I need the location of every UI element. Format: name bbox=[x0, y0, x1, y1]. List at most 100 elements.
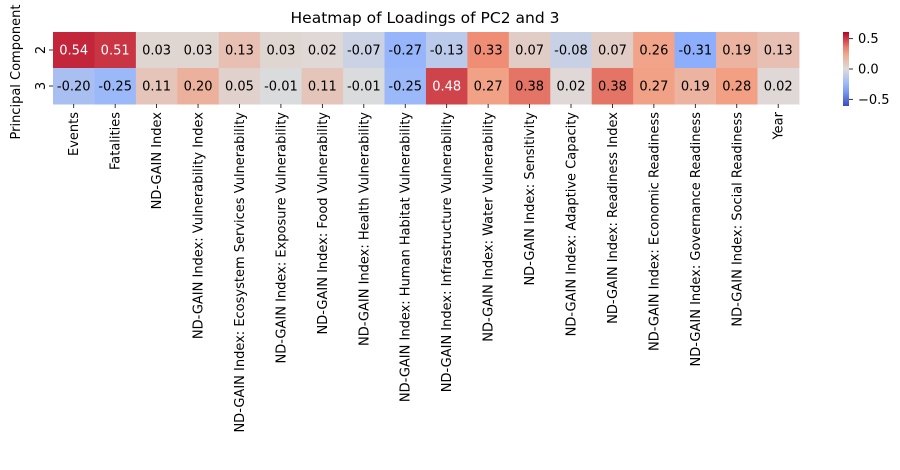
heatmap-cell-labels: 0.54 0.51 0.03 0.03 0.13 0.03 0.02 -0.07 -0.27 -0… bbox=[57, 44, 793, 95]
heatmap-cell bbox=[218, 68, 261, 105]
column-tick-label: ND-GAIN Index: Health Vulnerability bbox=[357, 112, 372, 346]
heatmap-cell bbox=[591, 68, 634, 105]
cell-value-label: 0.48 bbox=[432, 80, 461, 95]
column-tick-label: ND-GAIN Index: Exposure Vulnerability bbox=[274, 112, 289, 364]
heatmap-cell bbox=[135, 32, 178, 69]
cell-value-label: 0.11 bbox=[308, 80, 337, 95]
cell-value-label: 0.02 bbox=[557, 80, 586, 95]
cell-value-label: 0.27 bbox=[639, 80, 668, 95]
cell-value-label: 0.51 bbox=[101, 44, 130, 59]
heatmap-cell bbox=[591, 32, 634, 69]
colorbar bbox=[843, 32, 849, 106]
heatmap-cell bbox=[425, 68, 468, 105]
cell-value-label: -0.13 bbox=[430, 44, 464, 59]
column-tick-label: ND-GAIN Index: Readiness Index bbox=[606, 112, 621, 324]
cell-value-label: 0.28 bbox=[722, 80, 751, 95]
cell-value-label: 0.02 bbox=[764, 80, 793, 95]
cell-value-label: 0.07 bbox=[515, 44, 544, 59]
cell-value-label: 0.38 bbox=[598, 80, 627, 95]
column-tick-label: Fatalities bbox=[109, 112, 124, 170]
row-tick-labels: 23 bbox=[34, 46, 53, 90]
heatmap-cell bbox=[467, 32, 510, 69]
cell-value-label: 0.11 bbox=[142, 80, 171, 95]
cell-value-label: 0.03 bbox=[184, 44, 213, 59]
cell-value-label: 0.07 bbox=[598, 44, 627, 59]
heatmap-cell bbox=[301, 68, 344, 105]
heatmap-cell bbox=[343, 68, 386, 105]
column-tick-label: ND-GAIN Index: Vulnerability Index bbox=[192, 112, 207, 339]
cell-value-label: -0.27 bbox=[388, 44, 422, 59]
column-tick-label: ND-GAIN Index: Sensitivity bbox=[523, 112, 538, 286]
heatmap-cell bbox=[716, 68, 758, 105]
cell-value-label: 0.54 bbox=[59, 44, 88, 59]
heatmap-cell bbox=[674, 32, 717, 69]
heatmap-cell bbox=[218, 32, 261, 69]
cell-value-label: 0.03 bbox=[142, 44, 171, 59]
y-axis-label: Principal Component bbox=[9, 4, 24, 139]
heatmap-cell bbox=[757, 32, 800, 69]
heatmap-cell bbox=[467, 68, 510, 105]
cell-value-label: -0.31 bbox=[678, 44, 712, 59]
heatmap-cell bbox=[425, 32, 468, 69]
colorbar-tick-labels: 0.5 0.0 −0.5 bbox=[849, 32, 890, 108]
column-tick-label: ND-GAIN Index: Water Vulnerability bbox=[482, 112, 497, 342]
row-tick-label: 3 bbox=[34, 82, 49, 90]
column-tick-label: ND-GAIN Index: Ecosystem Services Vulner… bbox=[233, 112, 248, 433]
heatmap-cell bbox=[94, 32, 137, 69]
heatmap-cell bbox=[260, 32, 303, 69]
cell-value-label: 0.13 bbox=[764, 44, 793, 59]
colorbar-tick-label: 0.5 bbox=[858, 32, 879, 47]
cell-value-label: 0.27 bbox=[474, 80, 503, 95]
heatmap-cell bbox=[633, 68, 676, 105]
cell-value-label: -0.20 bbox=[57, 80, 91, 95]
column-tick-label: ND-GAIN Index: Food Vulnerability bbox=[316, 112, 331, 335]
heatmap-cells bbox=[53, 32, 800, 105]
column-tick-labels: Events Fatalities ND-GAIN Index ND-GAIN Ind… bbox=[67, 104, 787, 433]
heatmap-cell bbox=[260, 68, 303, 105]
heatmap-cell bbox=[384, 68, 427, 105]
cell-value-label: 0.03 bbox=[266, 44, 295, 59]
column-tick-label: ND-GAIN Index: Governance Readiness bbox=[689, 112, 704, 367]
cell-value-label: 0.33 bbox=[474, 44, 503, 59]
cell-value-label: -0.07 bbox=[347, 44, 381, 59]
row-tick-label: 2 bbox=[34, 46, 49, 54]
cell-value-label: 0.02 bbox=[308, 44, 337, 59]
cell-value-label: 0.26 bbox=[639, 44, 668, 59]
cell-value-label: -0.01 bbox=[347, 80, 381, 95]
heatmap-cell bbox=[384, 32, 427, 69]
heatmap-cell bbox=[757, 68, 800, 105]
cell-value-label: 0.38 bbox=[515, 80, 544, 95]
column-tick-label: ND-GAIN Index: Infrastructure Vulnerabil… bbox=[440, 112, 455, 393]
column-tick-label: ND-GAIN Index: Economic Readiness bbox=[647, 112, 662, 351]
column-tick-label: ND-GAIN Index: Human Habitat Vulnerabili… bbox=[399, 112, 414, 402]
cell-value-label: 0.20 bbox=[184, 80, 213, 95]
heatmap-cell bbox=[716, 32, 758, 69]
heatmap-cell bbox=[301, 32, 344, 69]
cell-value-label: -0.08 bbox=[554, 44, 588, 59]
colorbar-tick-label: −0.5 bbox=[858, 93, 890, 108]
column-tick-label: Events bbox=[67, 112, 82, 156]
heatmap-cell bbox=[550, 32, 593, 69]
heatmap-cell bbox=[550, 68, 593, 105]
cell-value-label: 0.19 bbox=[722, 44, 751, 59]
heatmap-cell bbox=[177, 68, 220, 105]
heatmap-cell bbox=[177, 32, 220, 69]
column-tick-label: ND-GAIN Index: Adaptive Capacity bbox=[565, 112, 580, 337]
heatmap-cell bbox=[53, 32, 95, 69]
cell-value-label: -0.25 bbox=[98, 80, 132, 95]
heatmap-cell bbox=[508, 32, 551, 69]
cell-value-label: -0.01 bbox=[264, 80, 298, 95]
heatmap-cell bbox=[508, 68, 551, 105]
colorbar-tick-label: 0.0 bbox=[858, 63, 879, 78]
cell-value-label: 0.13 bbox=[225, 44, 254, 59]
column-tick-label: ND-GAIN Index: Social Readiness bbox=[730, 112, 745, 327]
heatmap-cell bbox=[135, 68, 178, 105]
cell-value-label: 0.05 bbox=[225, 80, 254, 95]
heatmap-cell bbox=[633, 32, 676, 69]
heatmap-cell bbox=[674, 68, 717, 105]
heatmap-cell bbox=[53, 68, 95, 105]
cell-value-label: -0.25 bbox=[388, 80, 422, 95]
heatmap-cell bbox=[94, 68, 137, 105]
column-tick-label: ND-GAIN Index bbox=[150, 112, 165, 210]
